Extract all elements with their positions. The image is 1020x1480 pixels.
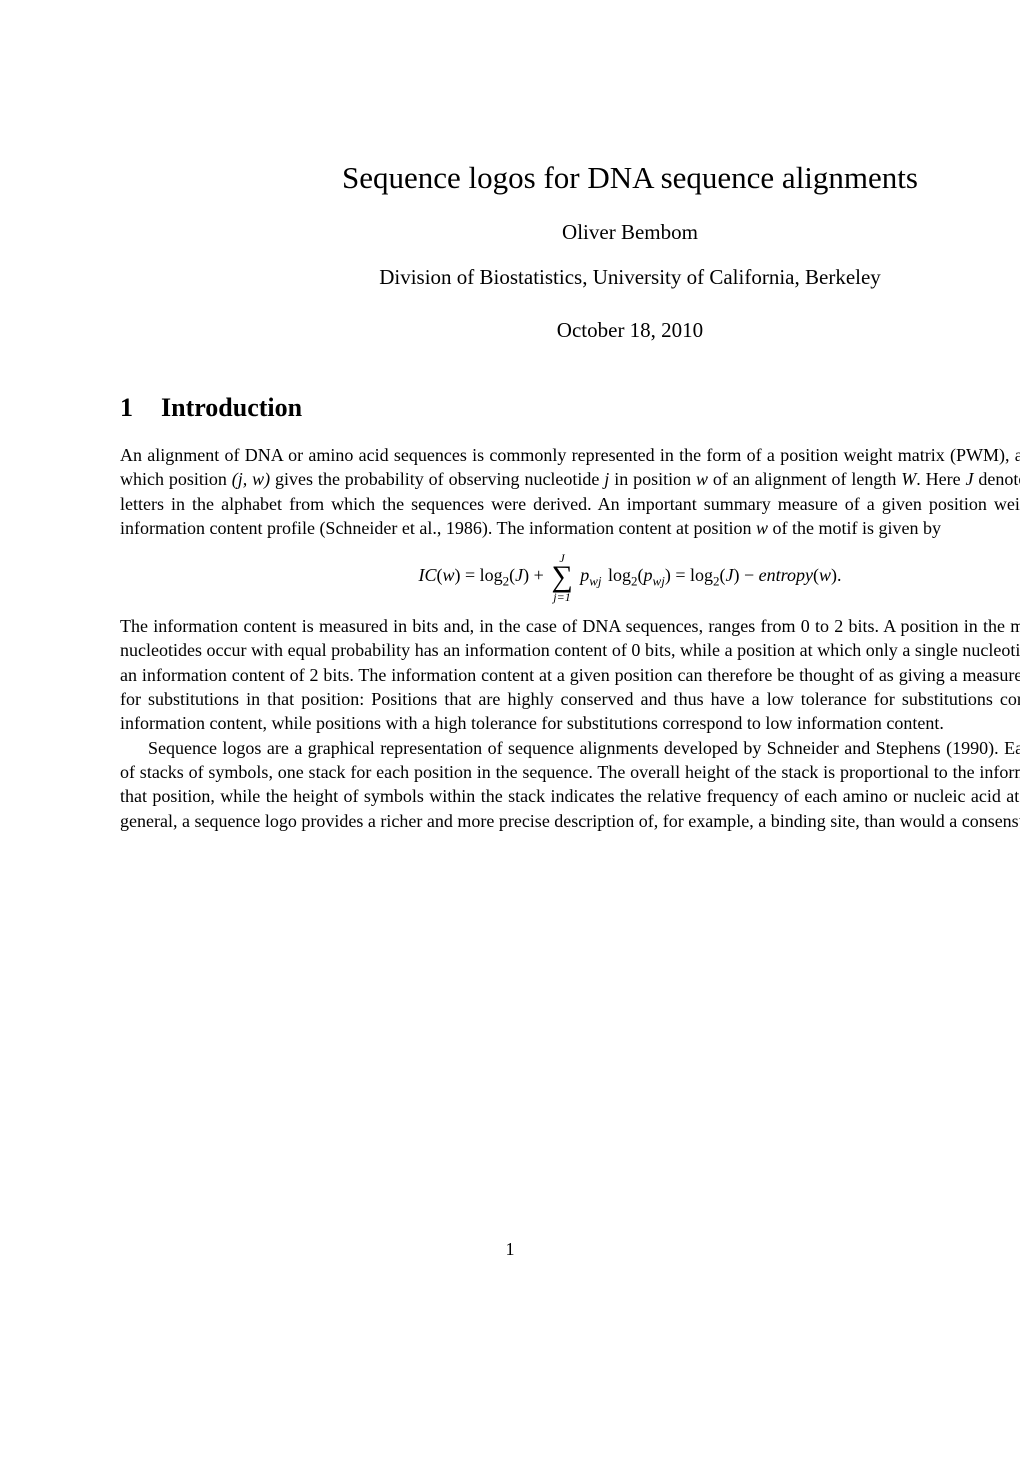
math-w1: w [696, 469, 708, 489]
section-heading: 1 Introduction [120, 393, 1020, 423]
eq-J1: J [515, 565, 523, 585]
page: Sequence logos for DNA sequence alignmen… [120, 160, 1020, 1480]
math-w2: w [756, 518, 768, 538]
equation-ic: IC(w) = log2(J) + J∑j=1 pwj log2(pwj) = … [120, 562, 1020, 592]
affiliation: Division of Biostatistics, University of… [120, 265, 1020, 290]
paragraph-3: Sequence logos are a graphical represent… [120, 736, 1020, 833]
sum-lower: j=1 [551, 590, 572, 605]
document-date: October 18, 2010 [120, 318, 1020, 343]
eq-entropy: entropy [759, 565, 813, 585]
eq-pwj2: p [644, 565, 653, 585]
eq-log2: log [608, 565, 631, 585]
eq-IC: IC [418, 565, 436, 585]
eq-J2: J [726, 565, 734, 585]
eq-wj1: wj [589, 574, 601, 589]
para1-text-f: . Here [916, 469, 965, 489]
math-jw: (j, w) [232, 469, 270, 489]
para1-text-d: in position [609, 469, 696, 489]
author-name: Oliver Bembom [120, 220, 1020, 245]
eq-wj2: wj [653, 574, 665, 589]
sum-symbol: J∑j=1 [551, 562, 572, 592]
section-number: 1 [120, 393, 133, 423]
paragraph-2: The information content is measured in b… [120, 614, 1020, 735]
math-J: J [966, 469, 974, 489]
para1-text-a: An alignment of DNA or amino acid sequen… [120, 445, 1020, 465]
eq-log3: log [690, 565, 713, 585]
math-W: W [901, 469, 916, 489]
para1-text-c: gives the probability of observing nucle… [270, 469, 604, 489]
para1-text-e: of an alignment of length [708, 469, 901, 489]
page-number: 1 [0, 1239, 1020, 1260]
document-title: Sequence logos for DNA sequence alignmen… [120, 160, 1020, 196]
eq-log1: log [480, 565, 503, 585]
eq-pwj1: p [580, 565, 589, 585]
eq-w2: w [819, 565, 831, 585]
eq-w1: w [442, 565, 454, 585]
para1-text-h: of the motif is given by [768, 518, 941, 538]
section-title: Introduction [161, 393, 302, 422]
paragraph-1: An alignment of DNA or amino acid sequen… [120, 443, 1020, 540]
